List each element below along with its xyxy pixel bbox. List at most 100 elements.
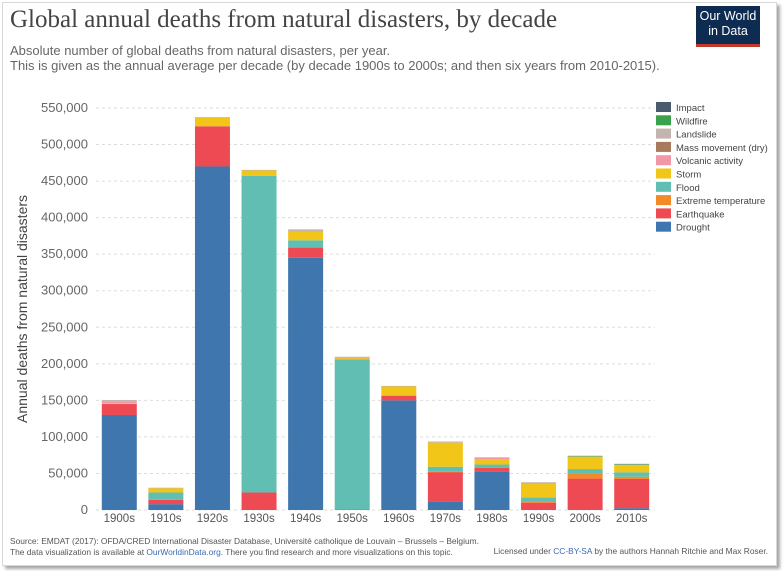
bar-segment <box>288 229 324 232</box>
legend-swatch <box>656 141 671 152</box>
bar-segment <box>241 492 277 510</box>
bar-segment <box>474 464 510 468</box>
legend-label: Landslide <box>676 130 717 141</box>
availability-prefix: The data visualization is available at <box>10 547 147 557</box>
bar-segment <box>521 497 557 502</box>
bar-segment <box>381 386 417 396</box>
legend-swatch <box>656 102 671 112</box>
bar-segment <box>381 400 417 510</box>
bar-segment <box>334 356 370 358</box>
bar-segment <box>614 465 650 473</box>
y-tick-label: 450,000 <box>41 173 88 188</box>
owid-link[interactable]: OurWorldinData.org <box>146 547 221 557</box>
bar-segment <box>567 478 603 510</box>
x-tick-label: 1940s <box>290 513 322 525</box>
legend-label: Drought <box>676 223 710 234</box>
bar-segment <box>241 175 277 493</box>
bar-segment <box>474 457 510 458</box>
y-tick-label: 200,000 <box>41 356 88 371</box>
subtitle-line-1: Absolute number of global deaths from na… <box>10 43 391 58</box>
bar-segment <box>101 403 137 405</box>
bar-segment <box>381 385 417 387</box>
bar-segment <box>474 459 510 465</box>
bar-segment <box>474 467 510 469</box>
x-tick-label: 1930s <box>243 513 275 525</box>
legend-label: Mass movement (dry) <box>676 143 768 154</box>
y-tick-label: 0 <box>81 502 88 517</box>
bar-segment <box>148 488 184 493</box>
bar-segment <box>567 469 603 474</box>
bar-segment <box>148 499 184 505</box>
bar-segment <box>334 357 370 359</box>
bar-segment <box>567 473 603 479</box>
x-tick-label: 1970s <box>430 513 462 525</box>
x-tick-label: 2000s <box>569 513 601 525</box>
bar-segment <box>474 457 510 460</box>
legend-swatch <box>656 208 671 219</box>
bar-segment <box>148 487 184 489</box>
x-tick-label: 1920s <box>197 513 229 525</box>
bar-segment <box>194 117 230 118</box>
legend-label: Flood <box>676 183 700 194</box>
y-axis-label: Annual deaths from natural disasters <box>14 195 30 423</box>
bar-segment <box>427 441 463 443</box>
logo-line-1: Our World <box>699 9 757 23</box>
bar-segment <box>521 501 557 503</box>
bar-segment <box>427 471 463 502</box>
chart-subtitle: Absolute number of global deaths from na… <box>10 43 660 73</box>
bar-segment <box>567 456 603 470</box>
bar-segment <box>614 472 650 477</box>
availability-note: The data visualization is available at O… <box>10 547 453 557</box>
y-tick-label: 50,000 <box>48 465 88 480</box>
bar-segment <box>521 482 557 483</box>
bar-segment <box>427 501 463 510</box>
license-suffix: by the authors Hannah Ritchie and Max Ro… <box>592 546 768 556</box>
bar-segment <box>101 414 137 510</box>
bar-segment <box>614 476 650 479</box>
bar-segment <box>194 117 230 127</box>
bar-segment <box>334 357 370 360</box>
bar-segment <box>288 257 324 510</box>
y-tick-label: 250,000 <box>41 319 88 334</box>
logo-line-2: in Data <box>708 24 748 38</box>
legend-swatch <box>656 115 671 126</box>
bar-segment <box>427 442 463 467</box>
bar-segment <box>427 466 463 472</box>
bar-segment <box>427 471 463 473</box>
bar-segment <box>101 401 137 404</box>
x-tick-label: 2010s <box>616 513 648 525</box>
bar-segment <box>241 169 277 171</box>
our-world-in-data-logo[interactable]: Our World in Data <box>696 6 760 47</box>
bar-segment <box>567 455 603 457</box>
y-tick-label: 550,000 <box>41 100 88 115</box>
y-tick-label: 100,000 <box>41 429 88 444</box>
subtitle-line-2: This is given as the annual average per … <box>10 58 660 73</box>
bar-segment <box>614 463 650 465</box>
bar-segment <box>521 482 557 498</box>
bar-segment <box>334 509 370 510</box>
y-tick-label: 350,000 <box>41 246 88 261</box>
bar-segment <box>194 166 230 511</box>
legend-swatch <box>656 195 671 206</box>
license-note: Licensed under CC-BY-SA by the authors H… <box>494 546 768 556</box>
y-tick-label: 300,000 <box>41 283 88 298</box>
bar-segment <box>474 467 510 472</box>
bar-segment <box>474 471 510 510</box>
y-tick-label: 400,000 <box>41 210 88 225</box>
y-tick-label: 150,000 <box>41 392 88 407</box>
legend-label: Storm <box>676 170 701 181</box>
bar-segment <box>288 247 324 258</box>
bar-segment <box>148 504 184 510</box>
license-link[interactable]: CC-BY-SA <box>553 546 593 556</box>
bar-segment <box>101 404 137 415</box>
bar-segment <box>101 399 137 402</box>
bar-segment <box>521 502 557 510</box>
x-tick-label: 1960s <box>383 513 415 525</box>
legend-swatch <box>656 221 671 232</box>
bar-segment <box>614 478 650 509</box>
y-tick-label: 500,000 <box>41 137 88 152</box>
bar-segment <box>614 508 650 510</box>
license-prefix: Licensed under <box>493 546 554 556</box>
legend-label: Extreme temperature <box>676 196 765 207</box>
